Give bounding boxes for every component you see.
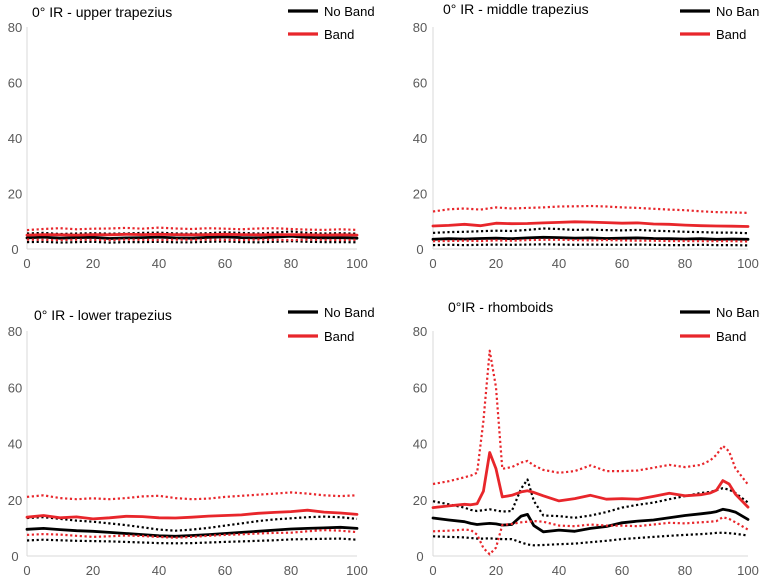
legend-label-band: Band: [716, 27, 746, 42]
series-line-band-solid: [431, 220, 750, 228]
x-tick-label: 100: [346, 256, 368, 271]
chart-title: 0° IR - upper trapezius: [32, 4, 172, 20]
y-tick-label: 0: [11, 242, 18, 257]
x-tick-label: 100: [737, 256, 759, 271]
x-tick-label: 100: [737, 563, 759, 578]
series-line-band-dotted: [432, 516, 749, 556]
chart-panel-4: 0 20 40 60 80 0 20 40 60 80 100 0°IR - rhomboids No …: [413, 299, 760, 578]
legend-label-band: Band: [324, 329, 354, 344]
series-line-band-dotted: [432, 349, 749, 486]
y-tick-label: 40: [8, 437, 22, 452]
series-line-no-band-solid: [431, 235, 750, 241]
y-tick-label: 60: [8, 380, 22, 395]
series-line-no-band-dotted: [26, 537, 358, 545]
x-tick-label: 0: [429, 563, 436, 578]
y-tick-label: 0: [11, 549, 18, 564]
x-tick-label: 60: [615, 563, 629, 578]
series-line-no-band-solid: [25, 234, 359, 240]
x-tick-label: 20: [86, 563, 100, 578]
legend-label-no-band: No Band: [324, 4, 375, 19]
y-tick-label: 40: [413, 131, 427, 146]
series-line-band-dotted: [26, 528, 358, 539]
series-line-no-band-dotted: [26, 240, 358, 244]
series-line-band-dotted: [26, 238, 358, 242]
chart-title: 0° IR - middle trapezius: [443, 1, 589, 17]
x-tick-label: 0: [23, 563, 30, 578]
legend-label-no-band: No Band: [716, 4, 760, 19]
y-tick-label: 20: [8, 493, 22, 508]
chart-panel-1: 0 20 40 60 80 0 20 40 60 80 100 0° IR - upper trape…: [8, 4, 375, 271]
series-line-no-band-dotted: [432, 243, 749, 247]
x-tick-label: 60: [218, 563, 232, 578]
x-tick-label: 20: [489, 563, 503, 578]
series-line-band-dotted: [432, 204, 749, 214]
series-line-no-band-dotted: [432, 227, 749, 235]
y-tick-label: 60: [413, 76, 427, 91]
chart-title: 0°IR - rhomboids: [448, 299, 553, 315]
x-tick-label: 60: [218, 256, 232, 271]
legend-label-no-band: No Band: [324, 305, 375, 320]
x-tick-label: 80: [284, 256, 298, 271]
series-line-no-band-solid: [431, 507, 750, 534]
y-tick-label: 20: [413, 187, 427, 202]
x-tick-label: 0: [429, 256, 436, 271]
y-tick-label: 0: [416, 549, 423, 564]
y-tick-label: 60: [413, 380, 427, 395]
y-tick-label: 20: [8, 187, 22, 202]
series-line-band-solid: [25, 508, 359, 521]
y-tick-label: 80: [8, 324, 22, 339]
chart-panel-3: 0 20 40 60 80 0 20 40 60 80 100 0° IR - lower trape…: [8, 305, 375, 578]
x-tick-label: 80: [678, 256, 692, 271]
y-tick-label: 40: [413, 437, 427, 452]
series-line-band-dotted: [26, 226, 358, 232]
x-tick-label: 20: [489, 256, 503, 271]
y-tick-label: 80: [413, 20, 427, 35]
x-tick-label: 80: [284, 563, 298, 578]
x-tick-label: 100: [346, 563, 368, 578]
series-line-no-band-dotted: [432, 478, 749, 519]
y-tick-label: 20: [413, 493, 427, 508]
x-tick-label: 40: [552, 256, 566, 271]
y-tick-label: 40: [8, 131, 22, 146]
x-tick-label: 0: [23, 256, 30, 271]
chart-panel-2: 0 20 40 60 80 0 20 40 60 80 100 0° IR - middle trap…: [413, 1, 760, 271]
series-line-band-dotted: [26, 491, 358, 501]
x-tick-label: 60: [615, 256, 629, 271]
x-tick-label: 40: [152, 256, 166, 271]
legend-label-band: Band: [716, 329, 746, 344]
y-tick-label: 80: [8, 20, 22, 35]
y-tick-label: 60: [8, 76, 22, 91]
series-line-band-solid: [431, 451, 750, 510]
x-tick-label: 40: [152, 563, 166, 578]
series-line-no-band-solid: [25, 525, 359, 538]
series-line-band-solid: [25, 232, 359, 237]
y-tick-label: 0: [416, 242, 423, 257]
legend-label-no-band: No Band: [716, 305, 760, 320]
x-tick-label: 40: [552, 563, 566, 578]
series-line-no-band-dotted: [432, 531, 749, 547]
y-tick-label: 80: [413, 324, 427, 339]
x-tick-label: 20: [86, 256, 100, 271]
x-tick-label: 80: [678, 563, 692, 578]
legend-label-band: Band: [324, 27, 354, 42]
chart-title: 0° IR - lower trapezius: [34, 307, 172, 323]
